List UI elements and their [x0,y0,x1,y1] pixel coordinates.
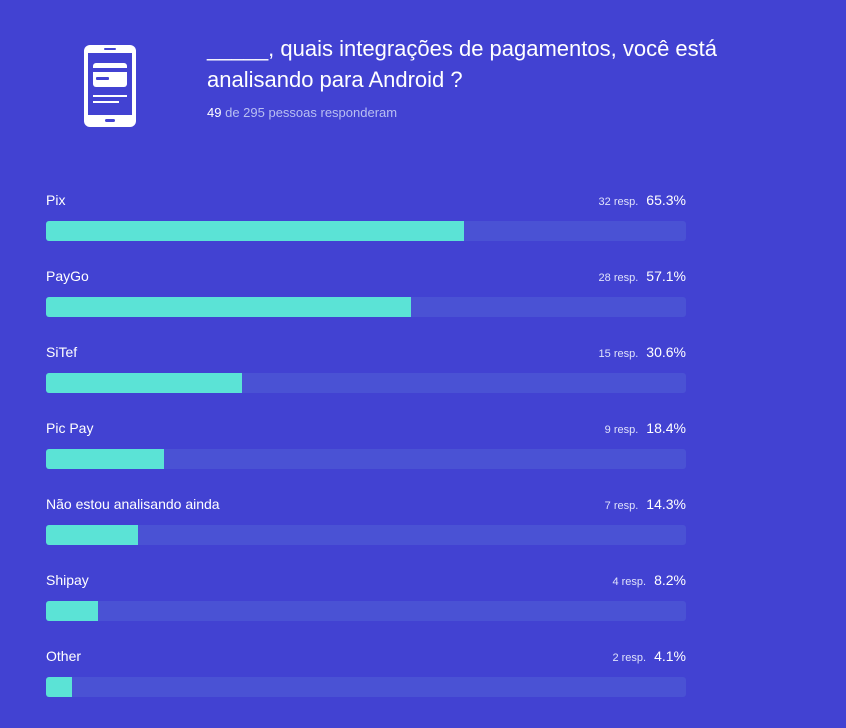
bar-value-group: 7 resp. 14.3% [605,496,686,512]
percent-label: 4.1% [654,648,686,664]
bar-label: Shipay [46,572,89,588]
bar-track [46,525,686,545]
bar-label: Não estou analisando ainda [46,496,220,512]
bar-fill [46,297,412,317]
bar-label: Pic Pay [46,420,94,436]
bar-track [46,373,686,393]
bar-fill [46,373,242,393]
bar-row: PayGo 28 resp. 57.1% [46,262,686,338]
response-count: 7 resp. [604,500,639,512]
bar-row: Other 2 resp. 4.1% [46,642,686,718]
bar-value-group: 9 resp. 18.4% [605,420,686,436]
percent-label: 65.3% [646,192,686,208]
bar-label: Pix [46,192,66,208]
bar-row: Não estou analisando ainda 7 resp. 14.3% [46,490,686,566]
bar-fill [46,601,99,621]
bar-chart: Pix 32 resp. 65.3% PayGo 28 resp. 57.1% SiTef 1… [46,186,686,718]
bar-fill [46,221,464,241]
bar-track [46,449,686,469]
answered-count: 49 [207,105,222,120]
bar-value-group: 32 resp. 65.3% [599,192,686,208]
bar-value-group: 28 resp. 57.1% [599,268,686,284]
response-count: 2 resp. [612,652,647,664]
smartphone-card-icon [84,45,136,127]
bar-row: SiTef 15 resp. 30.6% [46,338,686,414]
bar-value-group: 2 resp. 4.1% [612,648,686,664]
percent-label: 8.2% [654,572,686,588]
bar-row: Pic Pay 9 resp. 18.4% [46,414,686,490]
bar-row: Pix 32 resp. 65.3% [46,186,686,262]
response-count: 15 resp. [598,348,639,360]
bar-value-group: 15 resp. 30.6% [599,344,686,360]
question-title: _____, quais integrações de pagamentos, … [207,36,718,92]
bar-value-group: 4 resp. 8.2% [612,572,686,588]
percent-label: 57.1% [646,268,686,284]
answered-total-text: de 295 pessoas responderam [225,105,398,120]
bar-track [46,221,686,241]
percent-label: 18.4% [646,420,686,436]
bar-label: SiTef [46,344,78,360]
bar-fill [46,525,138,545]
bar-label: Other [46,648,82,664]
response-count: 32 resp. [598,196,639,208]
bar-label: PayGo [46,268,89,284]
bar-track [46,677,686,697]
percent-label: 30.6% [646,344,686,360]
bar-track [46,297,686,317]
bar-fill [46,449,164,469]
response-count: 4 resp. [612,576,647,588]
percent-label: 14.3% [646,496,686,512]
bar-track [46,601,686,621]
response-count: 28 resp. [598,272,639,284]
responders-count: 49 de 295 pessoas responderam [207,105,397,120]
bar-fill [46,677,73,697]
response-count: 9 resp. [604,424,639,436]
bar-row: Shipay 4 resp. 8.2% [46,566,686,642]
